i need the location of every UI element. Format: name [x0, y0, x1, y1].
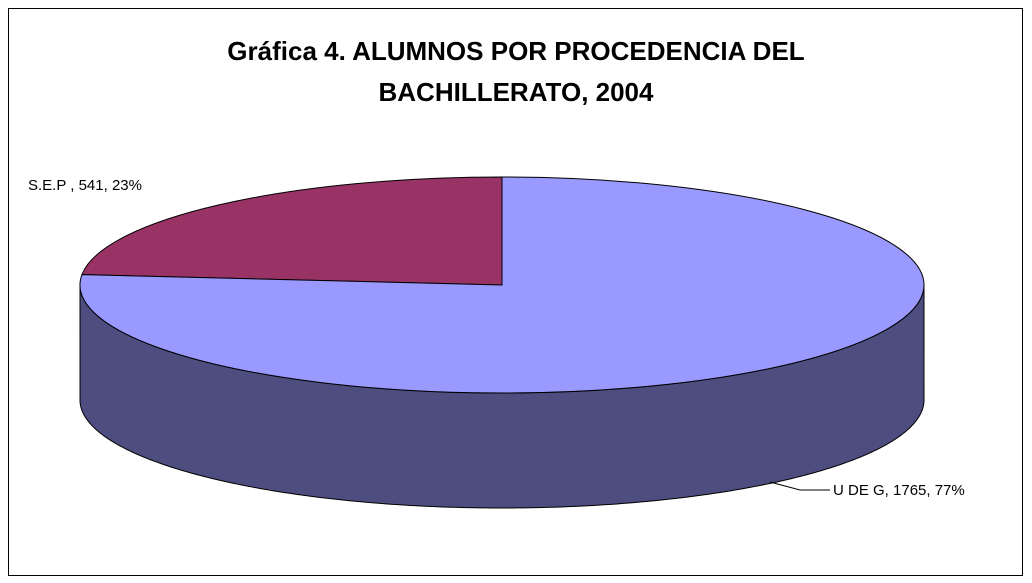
data-label: U DE G, 1765, 77% [833, 482, 965, 499]
chart-title: BACHILLERATO, 2004 [379, 77, 655, 107]
chart-title: Gráfica 4. ALUMNOS POR PROCEDENCIA DEL [227, 36, 805, 66]
pie-slice [79, 176, 925, 394]
pie-slice [81, 176, 503, 286]
data-label: S.E.P , 541, 23% [28, 177, 142, 194]
leader-line [769, 481, 830, 491]
